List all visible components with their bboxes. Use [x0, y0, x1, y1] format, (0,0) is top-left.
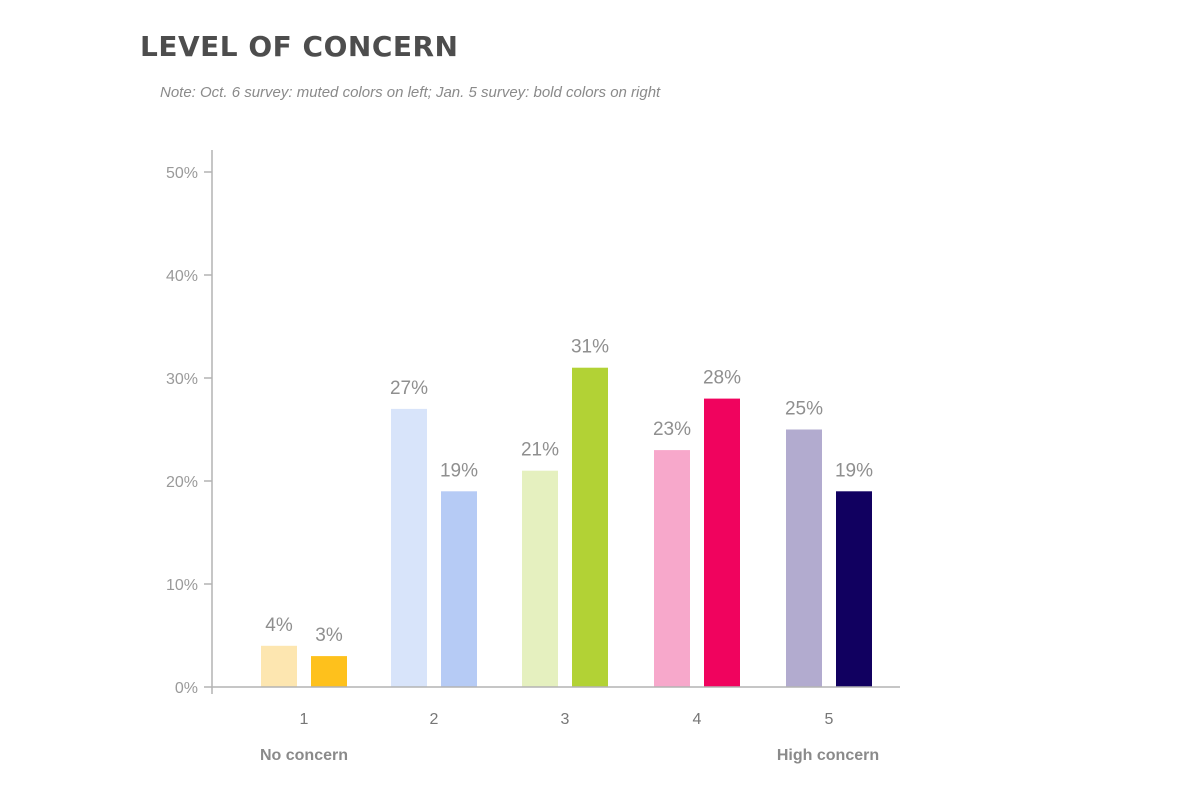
data-label: 25% — [785, 399, 823, 420]
bar-oct-5 — [786, 429, 822, 687]
x-tick-label: 2 — [430, 711, 439, 728]
data-label: 19% — [440, 460, 478, 481]
y-axis-ticks: 0% 10% 20% 30% 40% 50% — [166, 165, 212, 697]
x-tick-label: 1 — [300, 711, 309, 728]
bar-oct-4 — [654, 450, 690, 687]
data-label: 23% — [653, 419, 691, 440]
bars — [261, 367, 872, 687]
data-label: 27% — [390, 378, 428, 399]
bar-jan-5 — [836, 491, 872, 687]
bar-jan-1 — [311, 656, 347, 687]
bar-oct-2 — [391, 408, 427, 687]
chart-title: LEVEL OF CONCERN — [140, 30, 459, 63]
data-label: 3% — [315, 625, 343, 646]
bar-jan-2 — [441, 491, 477, 687]
y-tick-label: 20% — [166, 474, 198, 491]
bar-oct-1 — [261, 645, 297, 687]
data-label: 4% — [265, 615, 293, 636]
data-label: 21% — [521, 440, 559, 461]
y-tick-label: 40% — [166, 268, 198, 285]
high-concern-label: High concern — [777, 747, 879, 764]
bar-jan-4 — [704, 398, 740, 687]
data-label: 28% — [703, 368, 741, 389]
bar-jan-3 — [572, 367, 608, 687]
x-tick-label: 5 — [825, 711, 834, 728]
y-tick-label: 50% — [166, 165, 198, 182]
y-tick-label: 10% — [166, 577, 198, 594]
y-tick-label: 0% — [175, 680, 198, 697]
data-label: 31% — [571, 337, 609, 358]
data-label: 19% — [835, 460, 873, 481]
x-tick-label: 4 — [693, 711, 702, 728]
y-tick-label: 30% — [166, 371, 198, 388]
no-concern-label: No concern — [260, 747, 348, 764]
x-tick-label: 3 — [561, 711, 570, 728]
x-axis-categories: 1 2 3 4 5 — [300, 711, 834, 728]
chart-note: Note: Oct. 6 survey: muted colors on lef… — [160, 84, 661, 101]
bar-oct-3 — [522, 470, 558, 687]
data-labels: 4% 27% 21% 23% 25% 3% 19% 31% 28% 19% — [265, 337, 873, 646]
